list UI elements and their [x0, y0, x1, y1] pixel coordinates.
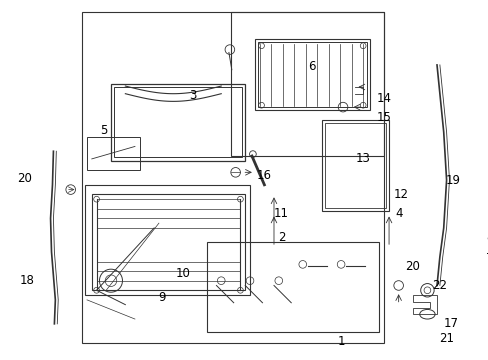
Text: 8: 8 — [485, 231, 488, 244]
Bar — [230, 12, 384, 156]
Text: 1: 1 — [337, 334, 344, 348]
Text: 5: 5 — [101, 123, 108, 137]
Text: 2: 2 — [277, 231, 285, 244]
Text: 9: 9 — [158, 292, 165, 305]
Text: 3: 3 — [188, 89, 196, 102]
Text: 10: 10 — [175, 267, 190, 280]
Bar — [87, 137, 140, 170]
Text: 13: 13 — [355, 152, 370, 165]
Text: 17: 17 — [443, 317, 458, 330]
Text: 20: 20 — [17, 172, 32, 185]
Text: 15: 15 — [376, 111, 391, 124]
Text: 12: 12 — [393, 188, 408, 201]
Text: 19: 19 — [445, 174, 460, 186]
Text: 22: 22 — [431, 279, 447, 292]
Text: 11: 11 — [274, 207, 288, 220]
Text: 20: 20 — [405, 260, 420, 273]
Text: 7: 7 — [485, 252, 488, 265]
Text: 16: 16 — [256, 169, 271, 182]
Text: 18: 18 — [20, 274, 35, 287]
Bar — [82, 12, 384, 343]
Text: 21: 21 — [438, 332, 453, 345]
Bar — [85, 185, 249, 295]
Text: 4: 4 — [394, 207, 402, 220]
Bar — [206, 242, 379, 332]
Text: 14: 14 — [376, 92, 391, 105]
Text: 6: 6 — [308, 60, 315, 73]
